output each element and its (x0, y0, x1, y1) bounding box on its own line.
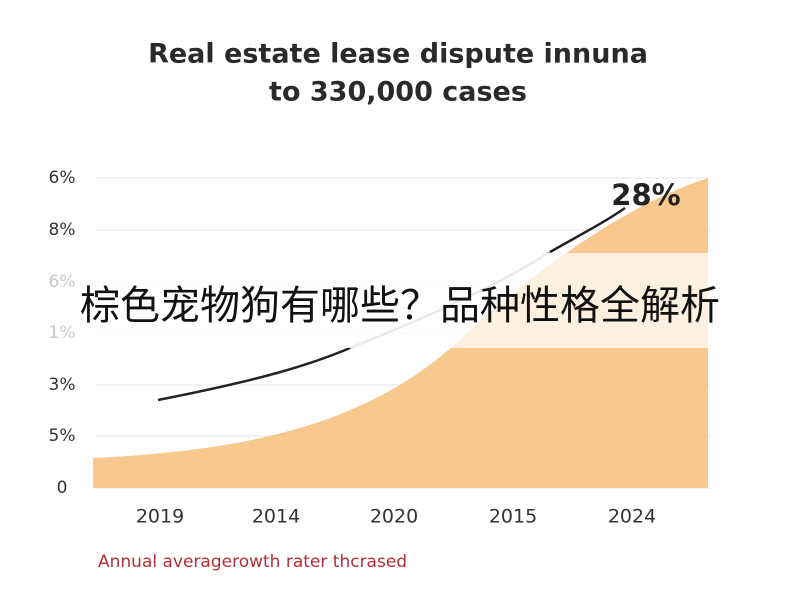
title-line: to 330,000 cases (269, 77, 527, 108)
trend-line (157, 346, 351, 402)
x-axis-label: 2014 (252, 506, 300, 528)
y-axis-label: 3% (49, 375, 76, 395)
callout: 28% (611, 178, 680, 212)
x-axis-label: 2020 (370, 506, 418, 528)
area (93, 178, 708, 488)
banner-title: 棕色宠物狗有哪些？品种性格全解析 (80, 283, 720, 329)
x-axis-label: 2024 (608, 506, 656, 528)
y-axis-label: 0 (57, 478, 68, 498)
y-axis-label: 5% (49, 426, 76, 446)
x-axis-label: 2015 (489, 506, 537, 528)
footnote: Annual averagerowth rater thcrased (98, 552, 407, 572)
banner (0, 253, 800, 348)
y-axis-label: 6% (49, 168, 76, 188)
trend-line (549, 206, 626, 254)
x-axis-label: 2019 (136, 506, 184, 528)
y-axis-label: 8% (49, 220, 76, 240)
title-line: Real estate lease dispute innuna (148, 39, 648, 70)
